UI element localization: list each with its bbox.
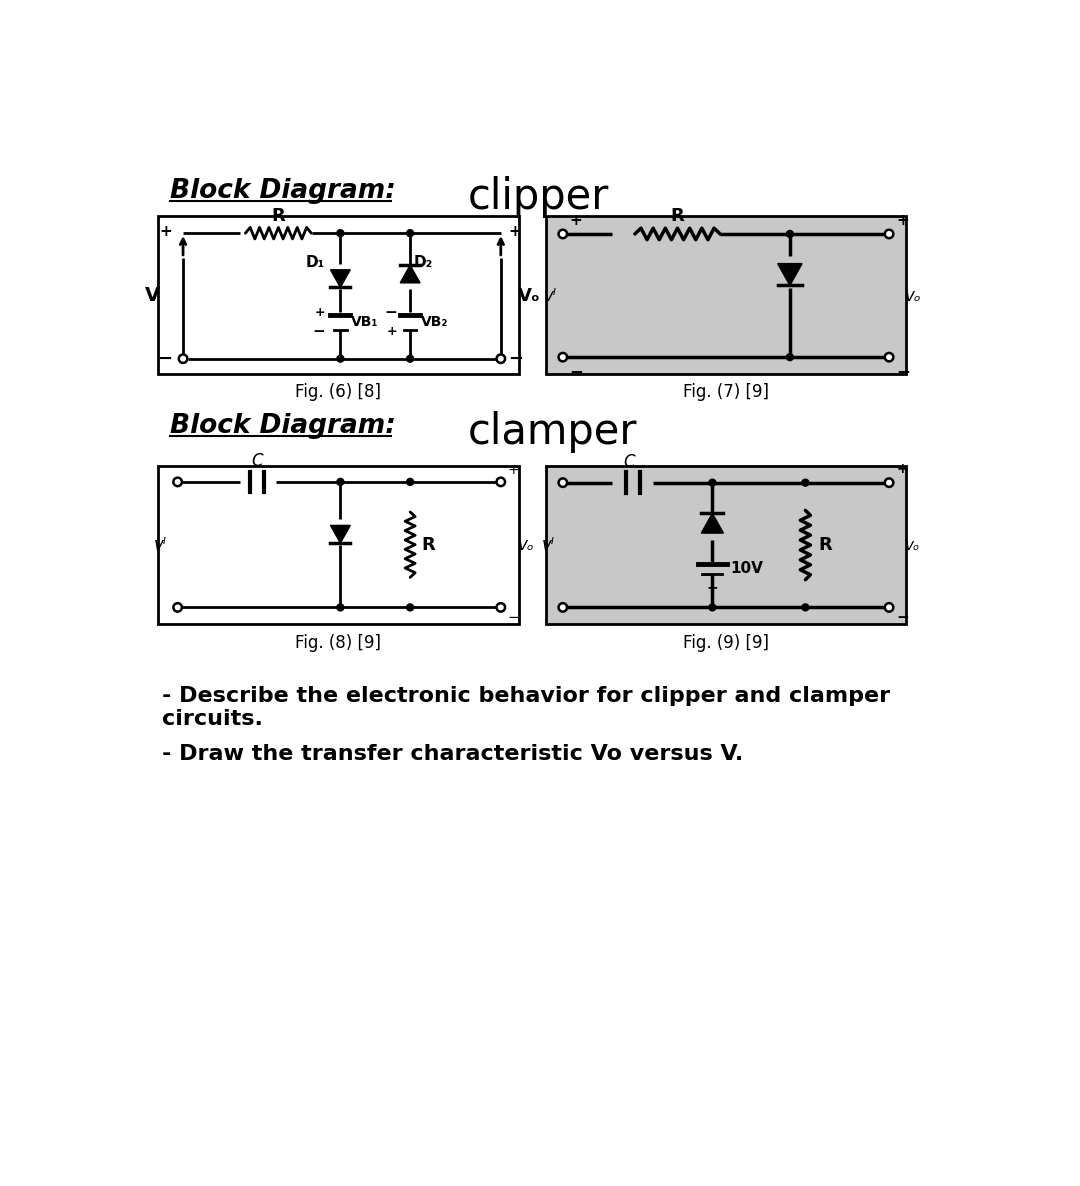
Text: vᴵ: vᴵ bbox=[153, 536, 166, 554]
Text: −: − bbox=[157, 350, 172, 368]
Text: −: − bbox=[569, 362, 583, 380]
Bar bbox=[545, 466, 906, 624]
Circle shape bbox=[708, 479, 716, 486]
Circle shape bbox=[885, 478, 893, 487]
Circle shape bbox=[708, 604, 716, 611]
Bar bbox=[159, 466, 518, 624]
Circle shape bbox=[337, 604, 343, 611]
Circle shape bbox=[801, 479, 809, 486]
Text: V: V bbox=[145, 287, 160, 306]
Text: −: − bbox=[896, 362, 910, 380]
Polygon shape bbox=[701, 514, 724, 533]
Circle shape bbox=[407, 356, 414, 362]
Text: R: R bbox=[422, 536, 435, 554]
Text: R: R bbox=[671, 206, 685, 224]
Circle shape bbox=[786, 230, 794, 237]
Circle shape bbox=[497, 604, 505, 612]
Circle shape bbox=[885, 353, 893, 362]
Text: Vₒ: Vₒ bbox=[517, 287, 541, 305]
Circle shape bbox=[786, 353, 794, 361]
Text: C: C bbox=[623, 453, 634, 471]
Text: Fig. (7) [9]: Fig. (7) [9] bbox=[683, 383, 769, 401]
Text: +: + bbox=[160, 224, 172, 240]
Circle shape bbox=[558, 353, 567, 362]
Text: R: R bbox=[271, 208, 285, 225]
Text: vᴵ: vᴵ bbox=[543, 287, 556, 305]
Circle shape bbox=[497, 355, 505, 363]
Circle shape bbox=[174, 604, 181, 612]
Circle shape bbox=[337, 356, 343, 362]
Polygon shape bbox=[330, 525, 350, 543]
Circle shape bbox=[407, 478, 414, 485]
Circle shape bbox=[407, 230, 414, 237]
Text: +: + bbox=[896, 212, 908, 228]
Circle shape bbox=[174, 478, 181, 486]
Text: Block Diagram:: Block Diagram: bbox=[170, 178, 395, 204]
Text: +: + bbox=[314, 306, 325, 319]
Polygon shape bbox=[778, 263, 802, 286]
Text: C: C bbox=[252, 452, 264, 471]
Text: - Describe the electronic behavior for clipper and clamper
circuits.: - Describe the electronic behavior for c… bbox=[162, 686, 890, 729]
Bar bbox=[545, 216, 906, 374]
Text: VB₁: VB₁ bbox=[351, 315, 379, 330]
Text: +: + bbox=[509, 224, 522, 240]
Circle shape bbox=[407, 604, 414, 611]
Text: clamper: clamper bbox=[469, 412, 638, 453]
Text: −: − bbox=[701, 569, 712, 582]
Text: VB₂: VB₂ bbox=[421, 315, 448, 330]
Text: +: + bbox=[508, 464, 519, 477]
Circle shape bbox=[337, 478, 343, 485]
Bar bbox=[159, 216, 518, 374]
Circle shape bbox=[337, 230, 343, 237]
Text: Block Diagram:: Block Diagram: bbox=[170, 413, 395, 439]
Text: +: + bbox=[896, 463, 907, 477]
Text: +: + bbox=[569, 212, 582, 228]
Text: vₒ: vₒ bbox=[905, 287, 921, 305]
Text: Fig. (9) [9]: Fig. (9) [9] bbox=[683, 633, 769, 651]
Text: −: − bbox=[508, 611, 521, 625]
Text: Fig. (8) [9]: Fig. (8) [9] bbox=[296, 633, 381, 651]
Circle shape bbox=[497, 478, 505, 486]
Text: −: − bbox=[896, 611, 908, 625]
Text: 10V: 10V bbox=[730, 561, 764, 575]
Text: −: − bbox=[384, 305, 397, 320]
Text: - Draw the transfer characteristic Vo versus V.: - Draw the transfer characteristic Vo ve… bbox=[162, 744, 743, 764]
Circle shape bbox=[801, 604, 809, 611]
Text: vₒ: vₒ bbox=[905, 537, 920, 553]
Text: vₒ: vₒ bbox=[517, 536, 535, 554]
Text: +: + bbox=[706, 581, 718, 595]
Text: R: R bbox=[819, 536, 833, 554]
Circle shape bbox=[885, 604, 893, 612]
Circle shape bbox=[885, 230, 893, 238]
Text: +: + bbox=[387, 325, 397, 338]
Text: clipper: clipper bbox=[469, 177, 609, 218]
Text: vᴵ: vᴵ bbox=[542, 536, 555, 554]
Circle shape bbox=[179, 355, 187, 363]
Text: D₁: D₁ bbox=[306, 255, 325, 270]
Circle shape bbox=[558, 604, 567, 612]
Polygon shape bbox=[330, 269, 350, 287]
Text: Fig. (6) [8]: Fig. (6) [8] bbox=[296, 383, 381, 401]
Text: −: − bbox=[509, 350, 524, 368]
Text: D₂: D₂ bbox=[414, 255, 433, 270]
Polygon shape bbox=[401, 266, 420, 282]
Text: −: − bbox=[312, 324, 325, 339]
Circle shape bbox=[558, 230, 567, 238]
Circle shape bbox=[558, 478, 567, 487]
